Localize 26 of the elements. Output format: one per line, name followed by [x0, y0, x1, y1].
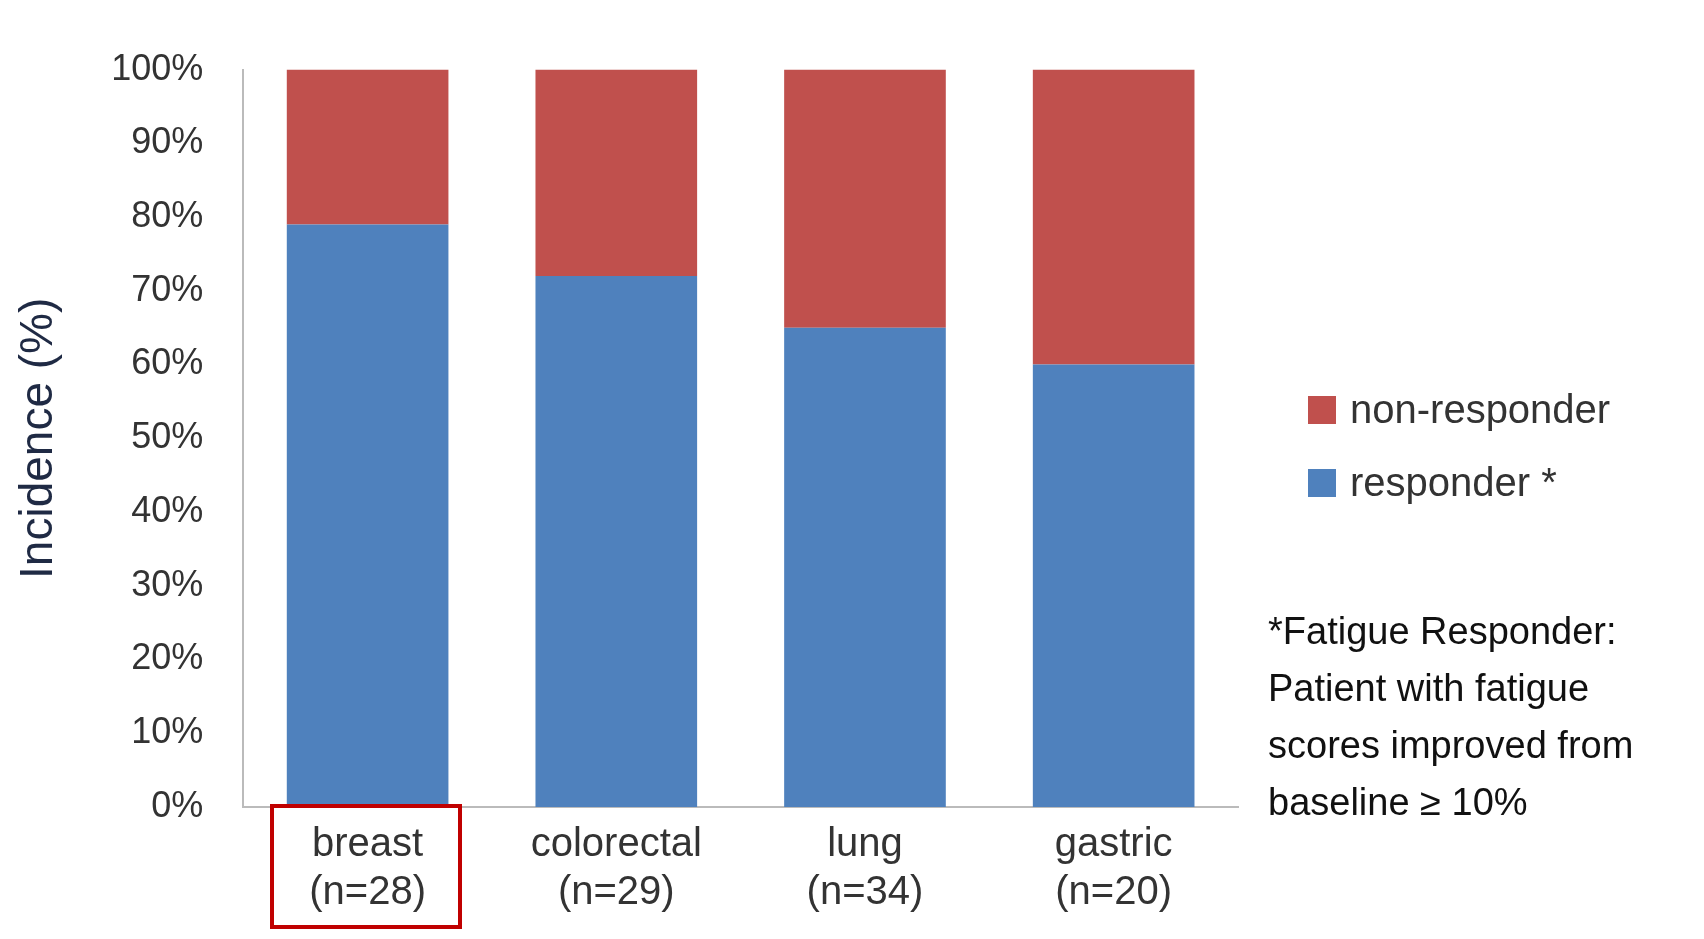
bar [784, 327, 946, 807]
y-tick-label: 50% [131, 415, 204, 457]
legend-label: non-responder [1350, 387, 1611, 432]
text: *Fatigue Responder: Patient with fatigue scores improved from baseline ≥ 10% [1268, 609, 1635, 825]
bar [1032, 364, 1195, 807]
y-tick-label: 10% [131, 710, 204, 752]
y-tick-label: 100% [111, 46, 204, 88]
y-tick-label: 60% [131, 341, 204, 383]
y-tick-label: 30% [131, 562, 204, 604]
y-tick-label: 70% [131, 267, 204, 309]
bar [784, 69, 946, 328]
y-axis-title: Incidence (%) [10, 297, 63, 579]
x-tick-label: gastric (n=20) [1054, 820, 1173, 913]
x-tick-label: breast (n=28) [309, 820, 426, 913]
y-tick-label: 20% [131, 636, 204, 678]
y-tick-label: 80% [131, 194, 204, 235]
bar [286, 69, 449, 225]
x-tick-label: lung (n=34) [806, 820, 924, 913]
x-tick-label: colorectal (n=29) [530, 820, 702, 913]
y-tick-label: 0% [151, 783, 204, 825]
y-tick-label: 40% [131, 488, 204, 530]
bar [535, 276, 698, 807]
bar [535, 69, 698, 277]
bar [1032, 69, 1195, 365]
y-tick-label: 90% [131, 120, 204, 162]
legend-label: responder * [1350, 460, 1557, 505]
